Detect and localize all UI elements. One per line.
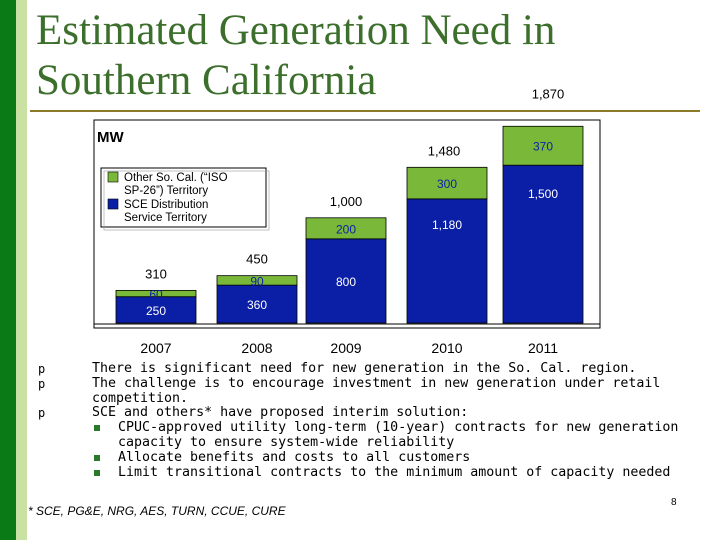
legend-label-other-line1: Other So. Cal. (“ISO [124,172,228,184]
bar-other-2008 [216,275,298,286]
bar-sce-2010 [406,198,488,324]
legend-label-sce-line1: SCE Distribution [124,199,208,211]
bullet-text: The challenge is to encourage investment… [92,375,661,406]
legend-label-other-line2: SP-26”) Territory [124,185,208,197]
bar-other-2007 [115,289,197,298]
total-label-2007: 310 [145,266,167,281]
page-number: 8 [671,497,677,508]
x-tick-label-2008: 2008 [241,340,272,356]
legend-label-sce-line2: Service Territory [124,212,207,224]
legend-swatch-other [107,171,119,183]
bullet-marker-icon: p [38,376,46,391]
side-accent-bar-light [16,0,27,540]
bar-other-2010 [406,166,488,200]
total-label-2008: 450 [246,252,268,267]
sub-bullet-text: Allocate benefits and costs to all custo… [118,449,471,465]
data-label-other-2008: 90 [250,274,264,288]
data-label-other-2010: 300 [437,177,457,191]
data-label-other-2009: 200 [336,222,356,236]
bullet-text: There is significant need for new genera… [92,361,637,376]
total-label-2009: 1,000 [330,194,363,209]
bullet-item: p The challenge is to encourage investme… [38,375,698,407]
sub-bullet-text: Limit transitional contracts to the mini… [118,464,671,480]
bar-sce-2007 [115,296,197,324]
bar-other-2009 [305,217,387,240]
plot-frame [93,119,601,329]
bullet-marker-icon: p [38,406,46,421]
data-label-other-2011: 370 [533,140,553,154]
legend-box [100,167,267,228]
x-tick-label-2010: 2010 [431,340,462,356]
sub-bullet-item: Allocate benefits and costs to all custo… [38,449,698,466]
legend-swatch-sce [107,198,119,210]
total-label-2011: 1,870 [532,86,565,101]
total-label-2010: 1,480 [428,143,461,158]
x-tick-label-2007: 2007 [140,340,171,356]
bullet-marker-icon: p [38,362,46,376]
data-label-sce-2008: 360 [247,298,267,312]
bullet-item: p There is significant need for new gene… [38,361,698,377]
bullet-item: p SCE and others* have proposed interim … [38,406,698,421]
unit-label: MW [97,129,124,146]
square-bullet-icon [94,421,118,451]
data-label-other-2007: 60 [149,288,163,302]
data-label-sce-2011: 1,500 [528,187,558,201]
data-label-sce-2009: 800 [336,275,356,289]
sub-bullet-item: CPUC-approved utility long-term (10-year… [38,420,698,451]
sub-bullet-item: Limit transitional contracts to the mini… [38,464,698,481]
footnote: * SCE, PG&E, NRG, AES, TURN, CCUE, CURE [28,504,286,518]
bar-other-2011 [502,125,584,166]
x-tick-label-2011: 2011 [528,340,558,356]
title-divider [30,110,700,112]
x-tick-label-2009: 2009 [330,340,361,356]
slide-title: Estimated Generation Need in Southern Ca… [36,7,556,104]
bar-sce-2009 [305,238,387,324]
sub-bullet-text: CPUC-approved utility long-term (10-year… [118,420,679,450]
side-accent-bar-dark [0,0,16,540]
bullet-list: p There is significant need for new gene… [38,361,698,481]
bar-sce-2011 [502,164,584,324]
square-bullet-icon [94,466,118,481]
bullet-text: SCE and others* have proposed interim so… [92,405,469,421]
legend-shadow [103,170,270,231]
square-bullet-icon [94,451,118,466]
data-label-sce-2010: 1,180 [432,218,462,232]
data-label-sce-2007: 250 [146,304,166,318]
